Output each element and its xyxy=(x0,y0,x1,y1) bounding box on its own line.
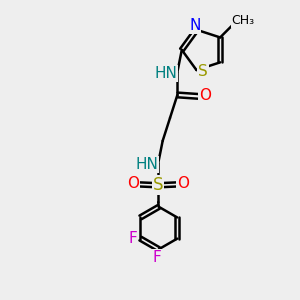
Text: HN: HN xyxy=(155,66,178,81)
Text: S: S xyxy=(198,64,208,79)
Text: F: F xyxy=(129,231,137,246)
Text: O: O xyxy=(199,88,211,103)
Text: F: F xyxy=(153,250,162,265)
Text: HN: HN xyxy=(136,157,158,172)
Text: CH₃: CH₃ xyxy=(231,14,254,27)
Text: O: O xyxy=(177,176,189,191)
Text: O: O xyxy=(128,176,140,191)
Text: S: S xyxy=(153,176,164,194)
Text: N: N xyxy=(189,18,201,33)
